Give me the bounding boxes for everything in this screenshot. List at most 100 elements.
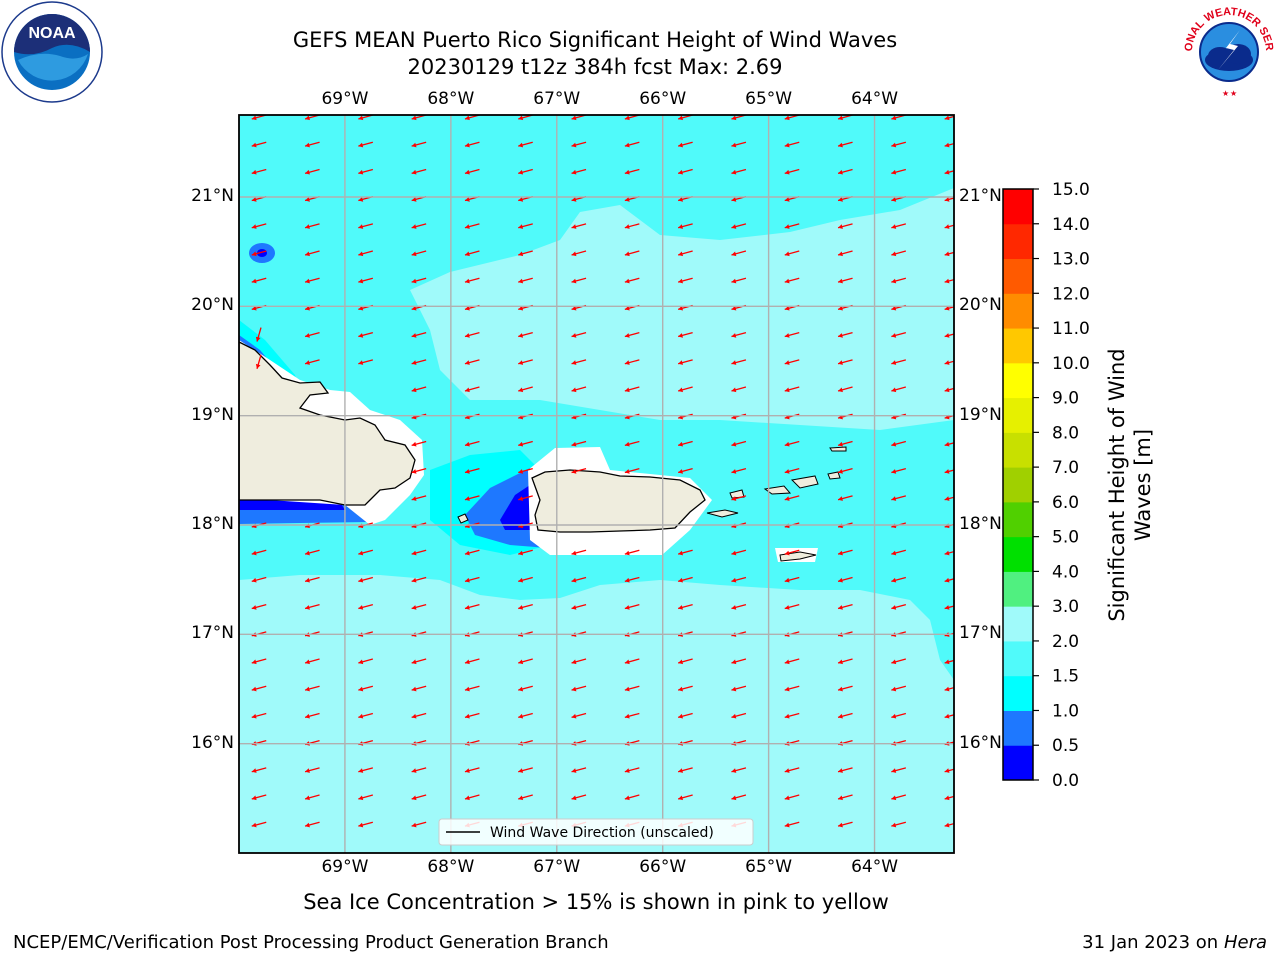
lon-tick-top: 68°W	[427, 89, 475, 109]
wave-direction-arrow	[624, 168, 640, 175]
wave-direction-arrow	[891, 495, 907, 501]
lon-tick-bottom: 66°W	[639, 857, 687, 877]
wave-direction-arrow	[251, 604, 267, 610]
wave-direction-arrow	[731, 223, 747, 229]
wave-direction-arrow	[784, 658, 800, 665]
wave-direction-arrow	[731, 495, 747, 501]
wave-direction-arrow	[891, 468, 907, 474]
wave-direction-arrow	[891, 440, 907, 447]
wave-direction-arrow	[891, 821, 907, 828]
land-vieques	[706, 509, 739, 518]
wave-direction-arrow	[624, 332, 640, 338]
wave-direction-arrow	[784, 495, 800, 501]
wave-direction-arrow	[784, 250, 800, 257]
wave-direction-arrow	[464, 794, 480, 801]
wave-direction-arrow	[837, 712, 853, 719]
chart-title-line2: 20230129 t12z 384h fcst Max: 2.69	[407, 55, 783, 79]
wave-direction-arrow	[304, 821, 320, 828]
wave-direction-arrow	[731, 277, 747, 284]
wave-direction-arrow	[358, 168, 374, 175]
wave-direction-arrow	[944, 550, 954, 556]
wave-direction-arrow	[251, 141, 267, 148]
wave-direction-arrow	[837, 794, 853, 801]
wave-direction-arrow	[944, 469, 954, 474]
wave-direction-arrow	[624, 712, 640, 719]
wave-direction-arrow	[677, 386, 693, 393]
wave-direction-arrow	[731, 794, 747, 801]
wave-direction-arrow	[411, 250, 427, 257]
lat-tick-left: 21°N	[191, 186, 234, 206]
wave-direction-arrow	[731, 658, 747, 665]
wave-direction-arrow	[624, 468, 640, 474]
lat-tick-right: 19°N	[959, 404, 1002, 425]
wave-direction-arrow	[837, 332, 853, 338]
wave-direction-arrow	[944, 278, 954, 284]
wave-direction-arrow	[571, 141, 587, 148]
wave-direction-arrow	[677, 576, 693, 583]
lat-tick-left: 16°N	[191, 732, 234, 753]
wave-direction-arrow	[784, 386, 800, 393]
wave-direction-arrow	[411, 168, 427, 175]
wave-direction-arrow	[411, 576, 427, 583]
wave-direction-arrow	[358, 223, 374, 229]
wave-direction-arrow	[518, 604, 533, 610]
wave-direction-arrow	[411, 386, 427, 393]
legend: Wind Wave Direction (unscaled)	[438, 818, 754, 846]
wave-direction-arrow	[837, 549, 853, 556]
wave-direction-arrow	[358, 794, 374, 801]
wave-direction-arrow	[837, 767, 853, 773]
wave-direction-arrow	[464, 223, 480, 229]
land-virgin-islands-1	[763, 485, 792, 495]
wave-direction-arrow	[464, 604, 480, 610]
wave-direction-arrow	[464, 141, 480, 148]
wave-direction-arrow	[784, 794, 800, 801]
lat-tick-left: 17°N	[191, 623, 234, 644]
wave-direction-arrow	[464, 495, 480, 501]
wave-direction-arrow	[358, 277, 374, 284]
land-puerto-rico	[531, 469, 706, 533]
legend-label: Wind Wave Direction (unscaled)	[490, 825, 714, 841]
wave-direction-arrow	[464, 386, 480, 393]
wave-direction-arrow	[944, 142, 954, 148]
wave-direction-arrow	[518, 549, 533, 556]
wave-direction-arrow	[518, 386, 533, 393]
wave-direction-arrow	[837, 359, 853, 365]
wave-direction-arrow	[784, 277, 800, 284]
wave-direction-arrow	[304, 576, 320, 583]
wind-wave-vectors	[251, 115, 954, 828]
wave-direction-arrow	[624, 549, 640, 556]
wave-direction-arrow	[891, 359, 907, 365]
wave-direction-arrow	[571, 604, 587, 610]
wave-direction-arrow	[624, 658, 640, 665]
wave-direction-arrow	[944, 605, 954, 610]
wave-direction-arrow	[731, 767, 747, 773]
wave-direction-arrow	[891, 250, 907, 257]
wave-direction-arrow	[358, 685, 374, 692]
wave-direction-arrow	[464, 332, 480, 338]
wave-direction-arrow	[571, 250, 587, 257]
wave-direction-arrow	[304, 168, 320, 175]
wave-direction-arrow	[518, 712, 533, 719]
wave-direction-arrow	[411, 604, 427, 610]
wave-direction-arrow	[571, 549, 587, 556]
wave-direction-arrow	[411, 332, 427, 338]
lon-tick-bottom: 64°W	[851, 857, 899, 877]
wave-direction-arrow	[358, 576, 374, 583]
wave-direction-arrow	[677, 549, 693, 556]
wave-direction-arrow	[677, 658, 693, 665]
wave-direction-arrow	[251, 250, 267, 257]
wave-direction-arrow	[944, 822, 954, 828]
wave-direction-arrow	[944, 768, 954, 773]
wave-direction-arrow	[304, 767, 320, 773]
lon-tick-bottom: 65°W	[745, 857, 793, 877]
wave-direction-arrow	[677, 604, 693, 610]
wave-direction-arrow	[518, 250, 533, 257]
wave-direction-arrow	[677, 767, 693, 773]
wave-direction-arrow	[571, 767, 587, 773]
wave-direction-arrow	[891, 712, 907, 719]
lon-tick-top: 64°W	[851, 89, 899, 109]
wave-direction-arrow	[677, 223, 693, 229]
lon-tick-bottom: 69°W	[321, 857, 369, 877]
wave-direction-arrow	[304, 549, 320, 556]
plot-frame	[238, 114, 955, 854]
